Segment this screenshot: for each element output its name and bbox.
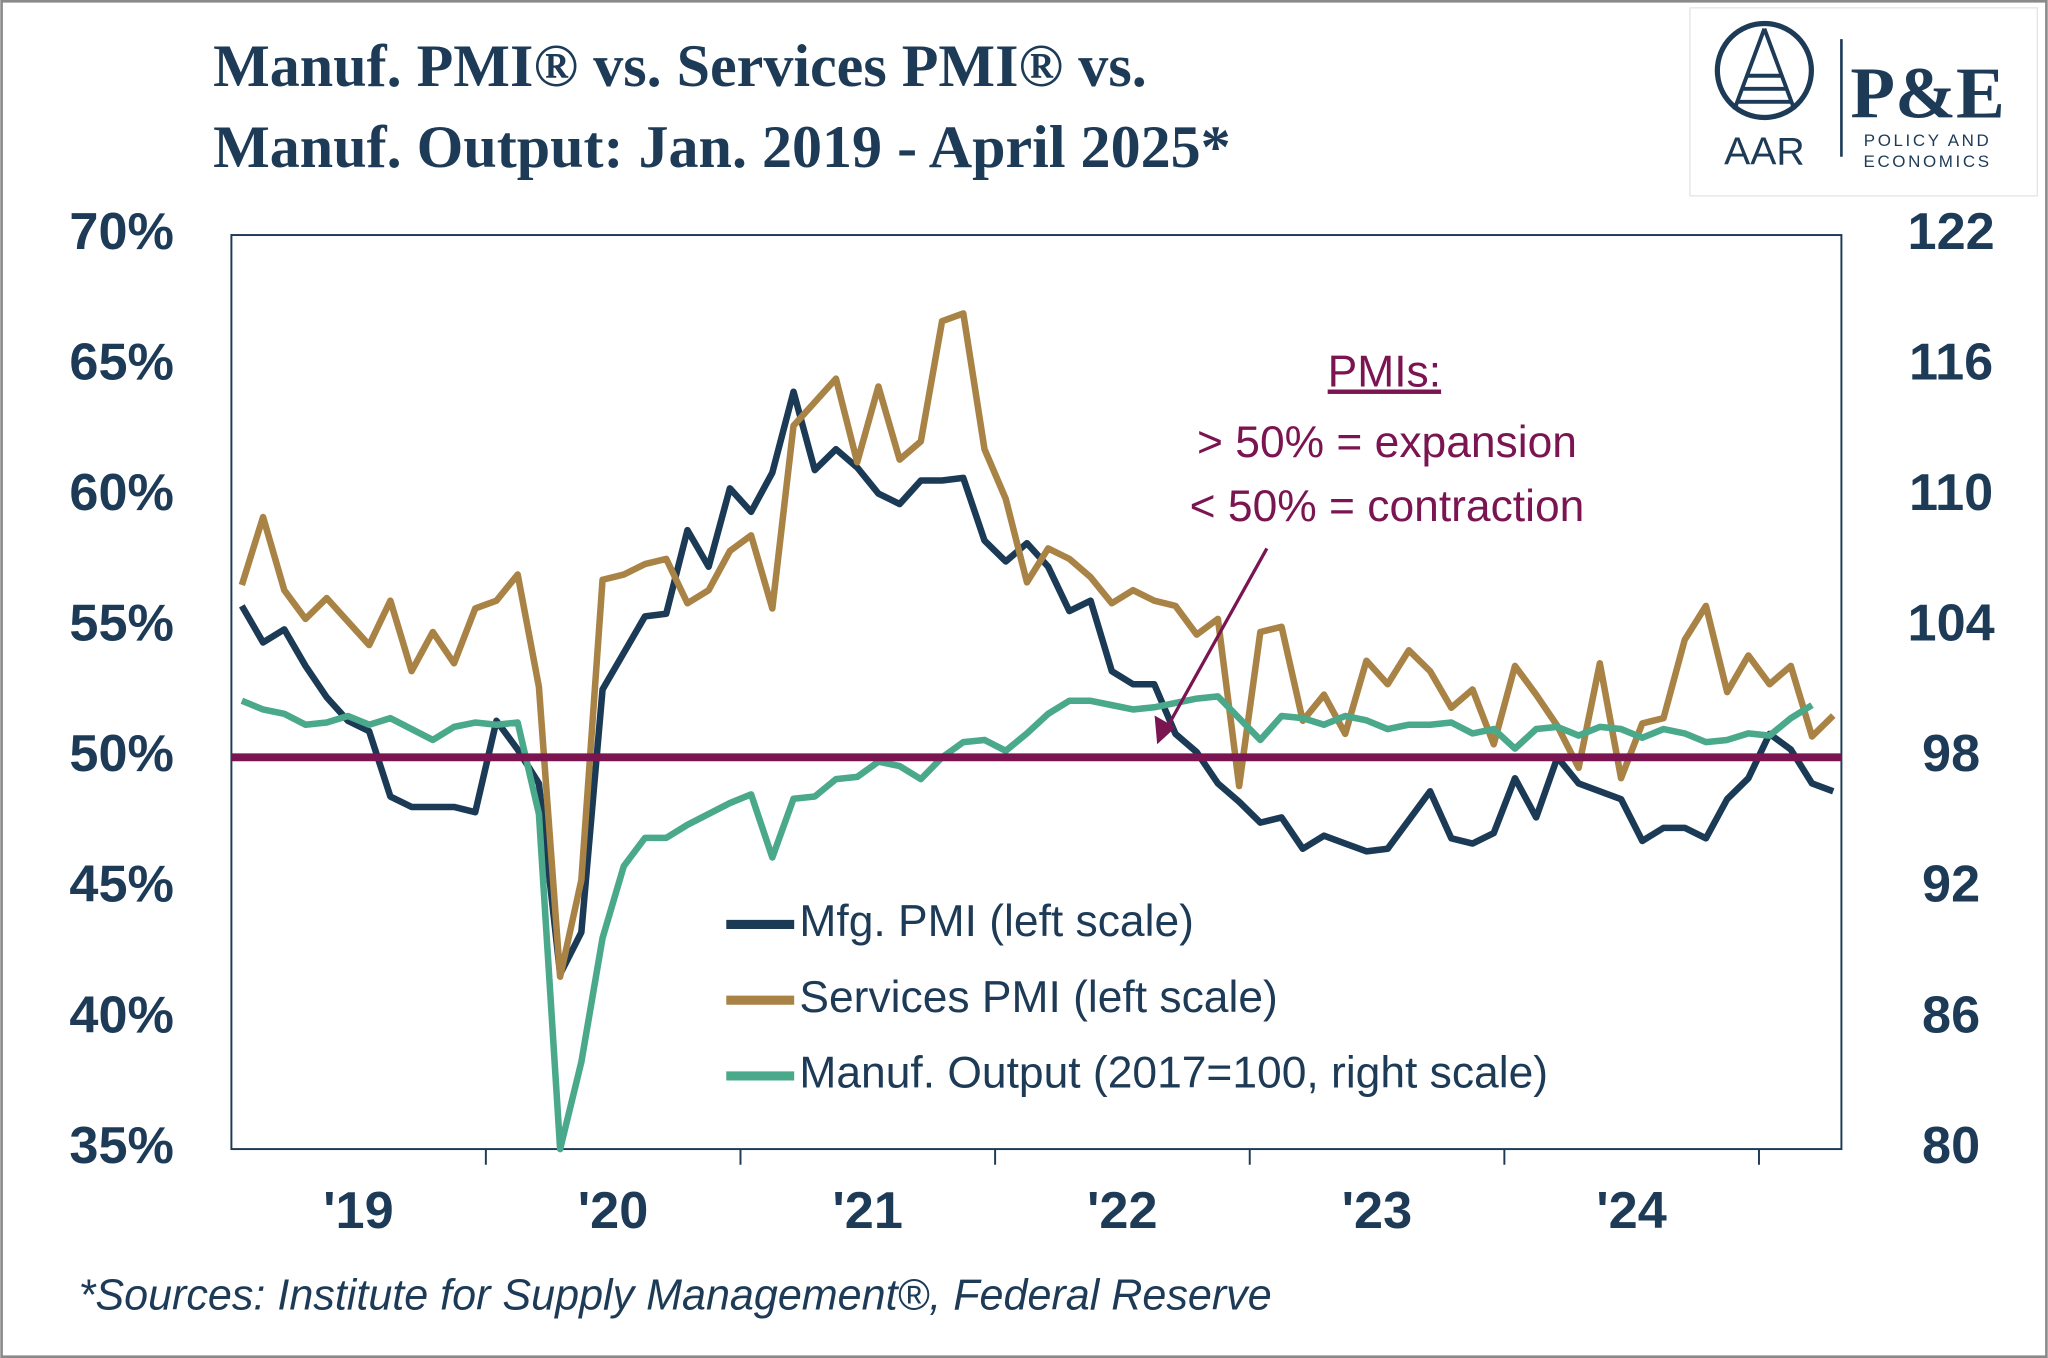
- logo: AAR P&E POLICY AND ECONOMICS: [1689, 7, 2038, 197]
- y2-tick-label: 98: [1922, 725, 1980, 783]
- y2-tick-label: 92: [1922, 856, 1980, 914]
- x-tick-label: '20: [578, 1182, 649, 1240]
- x-tick-label: '23: [1342, 1182, 1413, 1240]
- y-tick-label: 40%: [69, 986, 174, 1044]
- logo-ring: [1714, 20, 1814, 121]
- series-line: [238, 310, 1836, 980]
- x-tick-label: '21: [832, 1182, 903, 1240]
- logo-track: [1732, 28, 1797, 111]
- y-tick-label: 35%: [69, 1117, 174, 1175]
- plot-frame: [230, 234, 1843, 1151]
- chart-title: Manuf. Output: Jan. 2019 - April 2025*: [213, 113, 1231, 180]
- y-tick-label: 55%: [69, 595, 174, 653]
- chart-title: Manuf. PMI® vs. Services PMI® vs.: [213, 32, 1147, 99]
- x-tick-label: '24: [1596, 1182, 1667, 1240]
- y2-tick-label: 80: [1922, 1117, 1980, 1175]
- annotation-heading: PMIs:: [1328, 348, 1441, 397]
- annotation-line: < 50% = contraction: [1190, 482, 1585, 531]
- logo-text: AAR: [1724, 131, 1805, 174]
- legend-label: Manuf. Output (2017=100, right scale): [799, 1049, 1548, 1098]
- y2-tick-label: 110: [1909, 464, 1993, 522]
- y-tick-label: 60%: [69, 464, 174, 522]
- logo-text: POLICY AND: [1864, 131, 1992, 150]
- y2-tick-label: 116: [1909, 333, 1993, 391]
- y-tick-label: 45%: [69, 856, 174, 914]
- logo-text: P&E: [1850, 53, 2004, 134]
- y2-tick-label: 104: [1908, 595, 1995, 653]
- y-tick-label: 70%: [69, 203, 174, 261]
- legend-label: Services PMI (left scale): [799, 973, 1277, 1022]
- y2-tick-label: 122: [1908, 203, 1995, 261]
- series-line: [240, 693, 1814, 1153]
- logo-text: ECONOMICS: [1864, 152, 1992, 171]
- annotation-line: > 50% = expansion: [1197, 418, 1577, 467]
- source-note: *Sources: Institute for Supply Managemen…: [79, 1272, 1272, 1320]
- annotation-arrow: [1163, 547, 1269, 733]
- annotation-arrowhead: [1154, 715, 1176, 745]
- legend-label: Mfg. PMI (left scale): [799, 897, 1194, 946]
- x-tick-label: '19: [323, 1182, 394, 1240]
- y-tick-label: 65%: [69, 333, 174, 391]
- y-tick-label: 50%: [69, 725, 174, 783]
- series-line: [239, 388, 1835, 978]
- y2-tick-label: 86: [1922, 986, 1980, 1044]
- x-tick-label: '22: [1087, 1182, 1158, 1240]
